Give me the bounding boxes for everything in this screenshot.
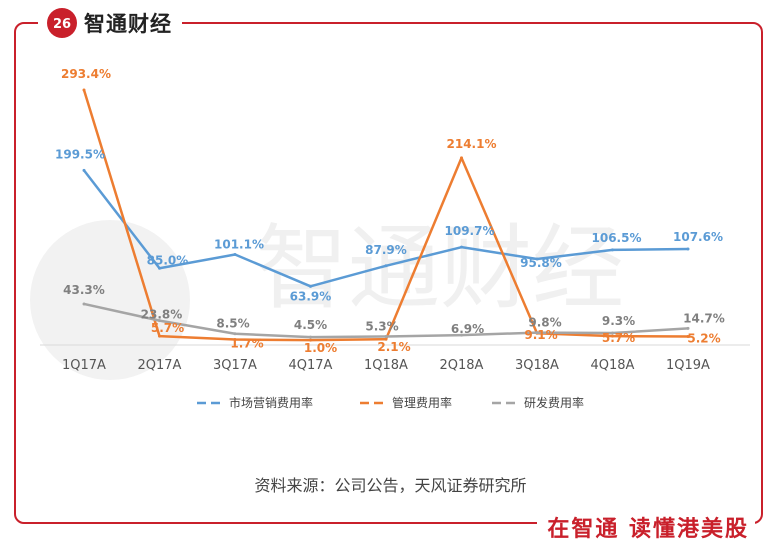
data-label: 5.7% <box>151 321 184 335</box>
slogan: 在智通 读懂港美股 <box>537 511 755 543</box>
data-label: 101.1% <box>214 238 264 252</box>
data-point <box>535 331 539 335</box>
chart-frame <box>14 22 763 524</box>
data-point <box>384 337 388 341</box>
brand-logo-icon: 26 <box>47 8 77 38</box>
data-label: 9.8% <box>528 316 561 330</box>
data-label: 63.9% <box>290 289 332 303</box>
data-label: 5.7% <box>602 331 635 345</box>
data-label: 106.5% <box>592 231 642 245</box>
data-point <box>82 302 86 306</box>
data-label: 107.6% <box>673 230 723 244</box>
data-point <box>158 266 161 270</box>
data-point <box>309 284 312 288</box>
x-tick-label: 1Q17A <box>62 358 106 373</box>
data-label: 87.9% <box>365 243 407 257</box>
data-point <box>384 264 388 268</box>
data-point <box>460 333 463 337</box>
x-tick-label: 1Q19A <box>666 358 710 373</box>
data-label: 43.3% <box>63 283 105 297</box>
data-label: 109.7% <box>445 224 495 238</box>
data-label: 5.2% <box>687 332 720 346</box>
data-point <box>233 253 237 257</box>
data-label: 6.9% <box>451 322 484 336</box>
legend-label: 管理费用率 <box>392 395 452 410</box>
data-point <box>535 257 539 261</box>
data-label: 95.8% <box>520 256 562 270</box>
data-label: 23.8% <box>141 308 183 322</box>
data-point <box>686 326 690 330</box>
data-point <box>233 338 237 342</box>
data-label: 4.5% <box>294 318 327 332</box>
source-note: 资料来源：公司公告，天风证券研究所 <box>254 476 527 495</box>
data-point <box>384 334 388 338</box>
x-tick-label: 2Q17A <box>138 358 182 373</box>
data-point <box>158 319 161 323</box>
legend-item: 市场营销费用率 <box>197 395 313 410</box>
data-point <box>82 168 86 172</box>
legend: 市场营销费用率 管理费用率 研发费用率 <box>197 395 584 410</box>
x-tick-label: 4Q18A <box>591 358 635 373</box>
data-label: 9.1% <box>524 328 557 342</box>
x-tick-label: 3Q17A <box>213 358 257 373</box>
data-label: 214.1% <box>447 137 497 151</box>
data-label: 2.1% <box>377 340 410 354</box>
data-point <box>309 335 312 339</box>
data-point <box>460 156 463 160</box>
data-label: 8.5% <box>216 317 249 331</box>
brand-logo-text: 26 <box>53 17 71 32</box>
legend-item: 管理费用率 <box>360 395 452 410</box>
data-point <box>611 331 614 335</box>
x-tick-label: 3Q18A <box>515 358 559 373</box>
data-point <box>233 332 237 336</box>
data-label: 85.0% <box>147 253 189 267</box>
data-label: 199.5% <box>55 147 105 161</box>
legend-label: 市场营销费用率 <box>229 395 313 410</box>
legend-item: 研发费用率 <box>492 395 584 410</box>
x-tick-label: 1Q18A <box>364 358 408 373</box>
data-point <box>82 88 86 92</box>
data-point <box>686 335 690 339</box>
data-label: 1.7% <box>230 337 263 351</box>
data-point <box>611 248 614 252</box>
x-tick-label: 2Q18A <box>440 358 484 373</box>
data-point <box>309 338 312 342</box>
data-point <box>158 334 161 338</box>
data-label: 9.3% <box>602 314 635 328</box>
watermark-text: 智通财经 <box>256 215 624 322</box>
brand-logo: 26 智通财经 <box>38 4 182 42</box>
brand-name: 智通财经 <box>84 12 172 36</box>
legend-label: 研发费用率 <box>524 395 584 410</box>
data-point <box>686 247 690 251</box>
data-label: 293.4% <box>61 67 111 81</box>
data-point <box>460 245 463 249</box>
data-point <box>611 334 614 338</box>
watermark: 智通财经 <box>30 215 624 380</box>
data-label: 5.3% <box>365 319 398 333</box>
x-tick-label: 4Q17A <box>289 358 333 373</box>
data-label: 1.0% <box>304 341 337 355</box>
data-label: 14.7% <box>683 311 725 325</box>
